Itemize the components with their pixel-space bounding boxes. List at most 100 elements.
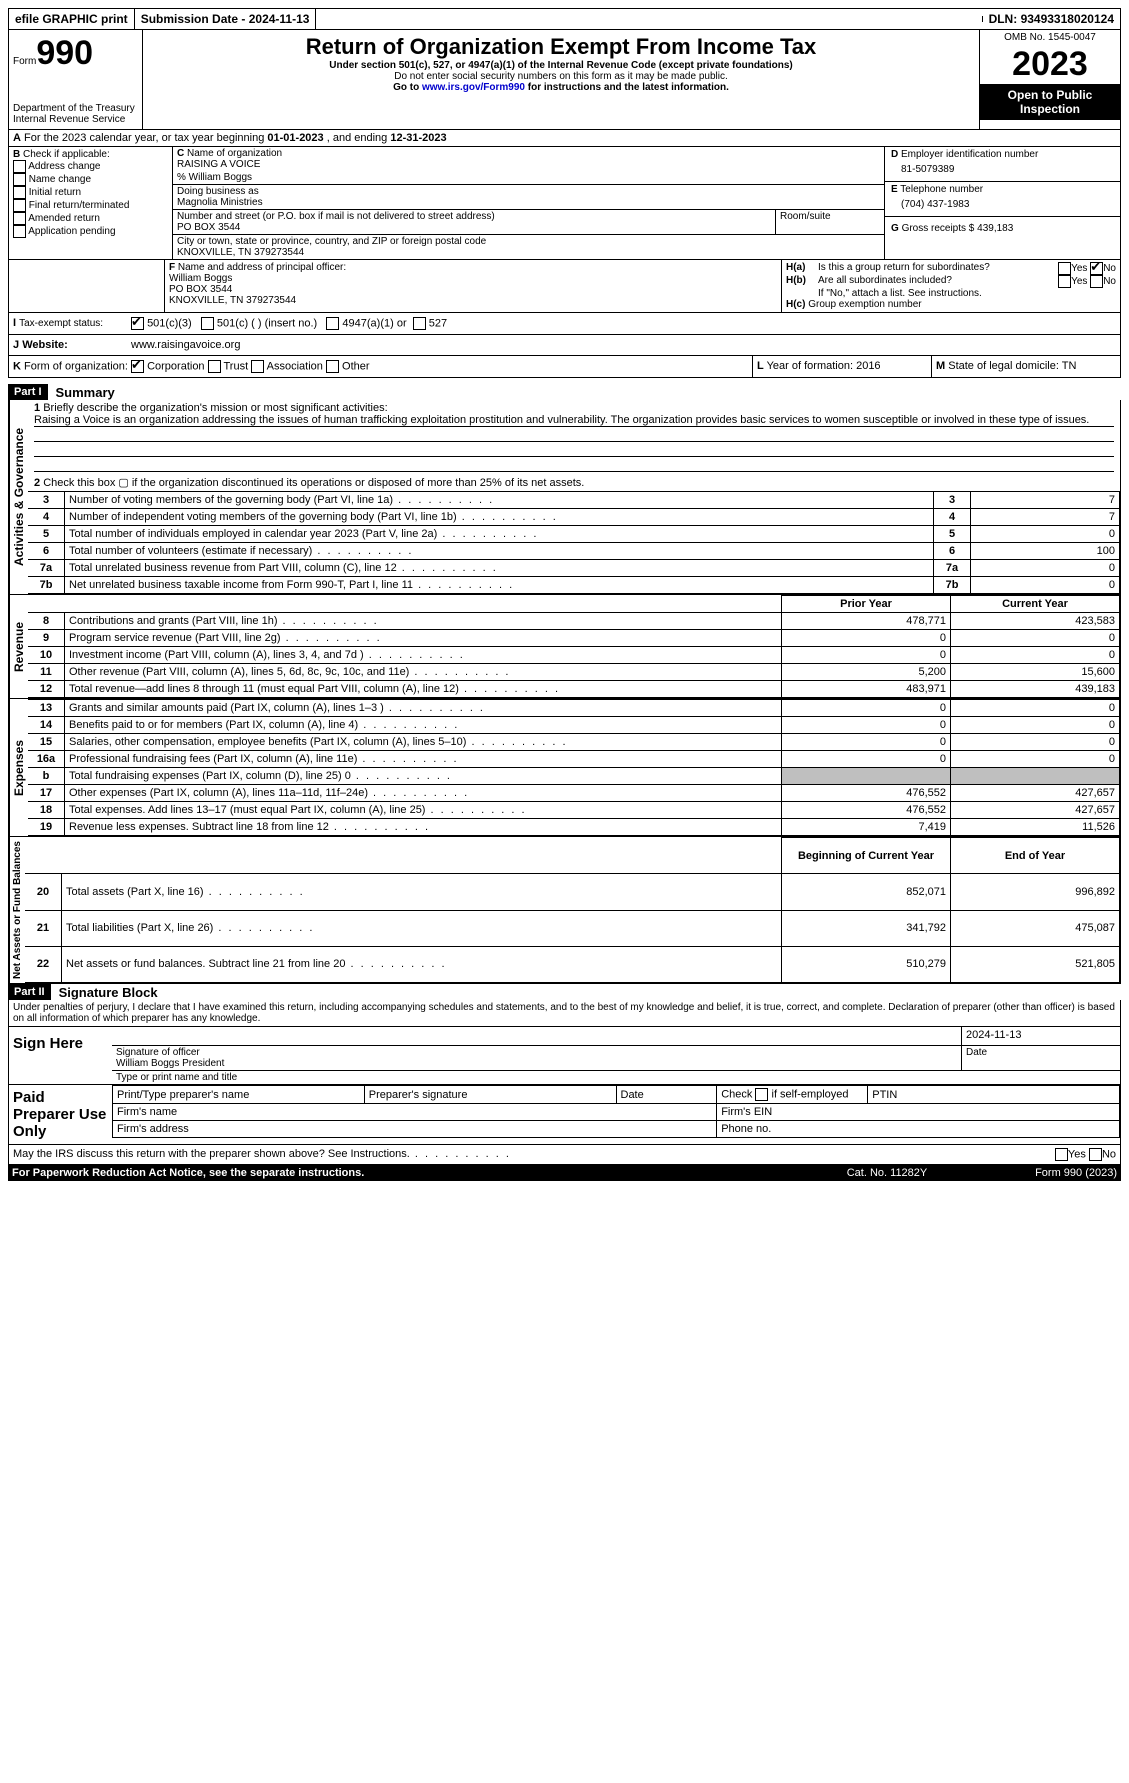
officer-name: William Boggs bbox=[169, 273, 232, 284]
governance-table: 3Number of voting members of the governi… bbox=[28, 491, 1120, 594]
mission-label: Briefly describe the organization's miss… bbox=[43, 402, 387, 414]
ein-label: Employer identification number bbox=[901, 149, 1038, 160]
self-employed-checkbox[interactable] bbox=[755, 1088, 768, 1101]
yes-label: Yes bbox=[1071, 263, 1087, 274]
pra-notice: For Paperwork Reduction Act Notice, see … bbox=[12, 1167, 797, 1179]
assoc-checkbox[interactable] bbox=[251, 360, 264, 373]
b-checkbox[interactable] bbox=[13, 186, 26, 199]
b-checkbox[interactable] bbox=[13, 212, 26, 225]
501c-label: 501(c) ( ) (insert no.) bbox=[217, 317, 317, 329]
submission-date: 2024-11-13 bbox=[249, 12, 310, 26]
dba-label: Doing business as bbox=[177, 186, 259, 197]
governance-block: Activities & Governance 1 Briefly descri… bbox=[8, 400, 1121, 595]
discuss-no-checkbox[interactable] bbox=[1089, 1148, 1102, 1161]
efile-label: efile GRAPHIC print bbox=[9, 9, 135, 29]
care-of: % William Boggs bbox=[173, 171, 884, 185]
discuss-yes-checkbox[interactable] bbox=[1055, 1148, 1068, 1161]
self-emp-label: if self-employed bbox=[772, 1088, 849, 1100]
b-checkbox[interactable] bbox=[13, 225, 26, 238]
hb-yes-checkbox[interactable] bbox=[1058, 275, 1071, 288]
part2-label: Part II bbox=[8, 984, 51, 1000]
sign-here-label: Sign Here bbox=[9, 1027, 112, 1084]
501c3-checkbox[interactable] bbox=[131, 317, 144, 330]
prep-date-label: Date bbox=[616, 1086, 717, 1104]
4947-checkbox[interactable] bbox=[326, 317, 339, 330]
discuss-yes: Yes bbox=[1068, 1148, 1086, 1160]
officer-sig-name: William Boggs President bbox=[116, 1058, 224, 1069]
sign-date: 2024-11-13 bbox=[961, 1027, 1120, 1045]
omb-label: OMB No. bbox=[1004, 32, 1048, 43]
no-label: No bbox=[1103, 263, 1116, 274]
527-checkbox[interactable] bbox=[413, 317, 426, 330]
part1-label: Part I bbox=[8, 384, 48, 400]
phone-value: (704) 437-1983 bbox=[891, 195, 1114, 214]
discuss-question: May the IRS discuss this return with the… bbox=[13, 1148, 1055, 1161]
year-begin: 01-01-2023 bbox=[267, 132, 323, 144]
line2-text: Check this box ▢ if the organization dis… bbox=[43, 477, 584, 489]
ha-yes-checkbox[interactable] bbox=[1058, 262, 1071, 275]
box-b: B Check if applicable: Address change Na… bbox=[9, 147, 173, 259]
501c3-label: 501(c)(3) bbox=[147, 317, 192, 329]
dln-label: DLN: bbox=[989, 12, 1021, 26]
corp-checkbox[interactable] bbox=[131, 360, 144, 373]
trust-checkbox[interactable] bbox=[208, 360, 221, 373]
part2-title: Signature Block bbox=[51, 985, 158, 1000]
goto-pre: Go to bbox=[393, 82, 422, 93]
dln-value: 93493318020124 bbox=[1021, 12, 1114, 26]
no-label-2: No bbox=[1103, 276, 1116, 287]
hb-note: If "No," attach a list. See instructions… bbox=[786, 288, 1116, 299]
domicile-label: State of legal domicile: bbox=[948, 360, 1062, 372]
perjury-text: Under penalties of perjury, I declare th… bbox=[8, 1000, 1121, 1027]
gross-label: Gross receipts $ bbox=[902, 223, 978, 234]
box-b-label: Check if applicable: bbox=[23, 149, 110, 160]
prep-sig-label: Preparer's signature bbox=[364, 1086, 616, 1104]
check-label: Check bbox=[721, 1088, 752, 1100]
goto-post: for instructions and the latest informat… bbox=[525, 82, 729, 93]
form-org-label: Form of organization: bbox=[24, 360, 128, 372]
city-value: KNOXVILLE, TN 379273544 bbox=[177, 247, 304, 258]
line-a-text: For the 2023 calendar year, or tax year … bbox=[24, 132, 267, 144]
phone-label: Telephone number bbox=[900, 184, 983, 195]
sign-here-block: Sign Here 2024-11-13 Signature of office… bbox=[8, 1027, 1121, 1085]
b-checkbox[interactable] bbox=[13, 160, 26, 173]
other-checkbox[interactable] bbox=[326, 360, 339, 373]
netassets-block: Net Assets or Fund Balances Beginning of… bbox=[8, 837, 1121, 984]
form-number: 990 bbox=[36, 34, 93, 72]
revenue-table: Prior YearCurrent Year8Contributions and… bbox=[28, 595, 1120, 698]
irs-link[interactable]: www.irs.gov/Form990 bbox=[422, 82, 525, 93]
firm-name-label: Firm's name bbox=[113, 1104, 717, 1121]
firm-ein-label: Firm's EIN bbox=[717, 1104, 1120, 1121]
form-title: Return of Organization Exempt From Incom… bbox=[147, 34, 975, 60]
assoc-label: Association bbox=[267, 360, 323, 372]
date-label: Date bbox=[961, 1046, 1120, 1070]
omb-number: 1545-0047 bbox=[1048, 32, 1096, 43]
revenue-side-label: Revenue bbox=[9, 595, 28, 698]
ha-no-checkbox[interactable] bbox=[1090, 262, 1103, 275]
preparer-table: Print/Type preparer's namePreparer's sig… bbox=[112, 1085, 1120, 1138]
sig-label: Signature of officer bbox=[116, 1047, 200, 1058]
box-h: H(a)Is this a group return for subordina… bbox=[781, 260, 1120, 312]
501c-checkbox[interactable] bbox=[201, 317, 214, 330]
addr-value: PO BOX 3544 bbox=[177, 222, 240, 233]
line-klm: K Form of organization: Corporation Trus… bbox=[8, 356, 1121, 378]
year-end: 12-31-2023 bbox=[390, 132, 446, 144]
officer-city: KNOXVILLE, TN 379273544 bbox=[169, 295, 296, 306]
officer-label: Name and address of principal officer: bbox=[178, 262, 346, 273]
hb-no-checkbox[interactable] bbox=[1090, 275, 1103, 288]
4947-label: 4947(a)(1) or bbox=[342, 317, 406, 329]
line-a: A For the 2023 calendar year, or tax yea… bbox=[8, 130, 1121, 147]
b-checkbox[interactable] bbox=[13, 199, 26, 212]
addr-label: Number and street (or P.O. box if mail i… bbox=[177, 211, 495, 222]
discuss-row: May the IRS discuss this return with the… bbox=[8, 1145, 1121, 1165]
tax-year: 2023 bbox=[980, 45, 1120, 84]
527-label: 527 bbox=[429, 317, 447, 329]
b-checkbox[interactable] bbox=[13, 173, 26, 186]
paid-preparer-label: Paid Preparer Use Only bbox=[9, 1085, 112, 1144]
name-title-label: Type or print name and title bbox=[112, 1071, 1120, 1084]
block-fh: F Name and address of principal officer:… bbox=[8, 260, 1121, 313]
yes-label-2: Yes bbox=[1071, 276, 1087, 287]
org-name: RAISING A VOICE bbox=[177, 159, 260, 170]
firm-phone-label: Phone no. bbox=[717, 1121, 1120, 1138]
part1-header: Part I Summary bbox=[8, 384, 1121, 400]
expenses-table: 13Grants and similar amounts paid (Part … bbox=[28, 699, 1120, 836]
